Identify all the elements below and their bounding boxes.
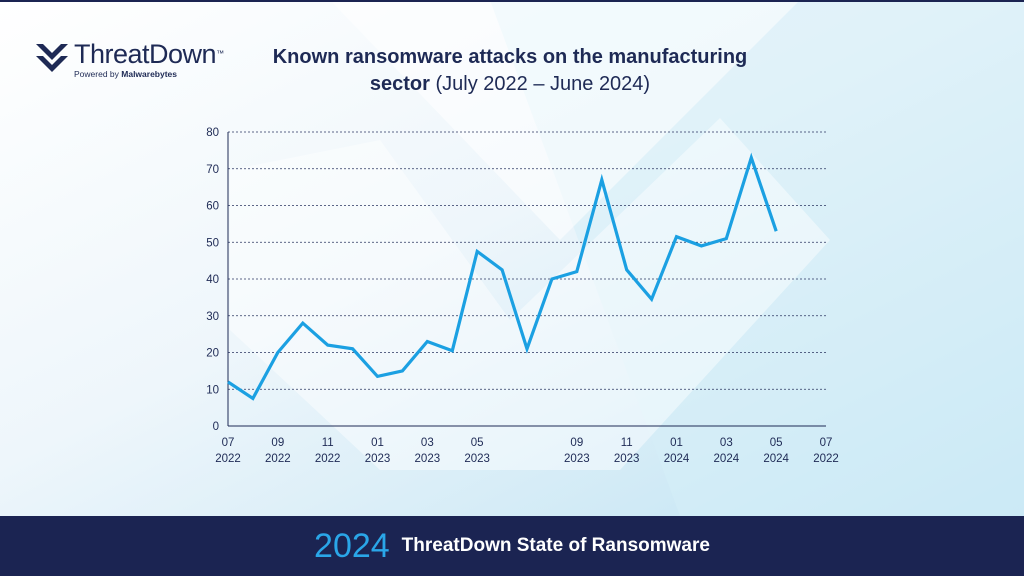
x-tick-year: 2022 — [215, 453, 241, 465]
y-tick-label: 40 — [206, 274, 219, 286]
x-tick-month: 05 — [770, 437, 783, 449]
y-tick-label: 50 — [206, 237, 219, 249]
x-tick-month: 01 — [371, 437, 384, 449]
chart-title-main: Known ransomware attacks on the manufact… — [272, 46, 748, 95]
powered-by-text: Powered by Malwarebytes — [74, 69, 178, 79]
y-axis-ticks: 0 10 20 30 40 50 60 70 80 — [206, 127, 219, 433]
x-tick-month: 11 — [322, 437, 334, 449]
x-tick-year: 2023 — [564, 453, 590, 465]
brand-name: ThreatDown™ — [74, 39, 224, 69]
x-tick-month: 09 — [570, 437, 583, 449]
x-tick-month: 03 — [720, 437, 733, 449]
x-tick-month: 11 — [621, 437, 633, 449]
x-tick-year: 2023 — [464, 453, 490, 465]
x-tick-month: 03 — [421, 437, 434, 449]
x-tick-year: 2023 — [365, 453, 391, 465]
y-tick-label: 20 — [206, 348, 219, 360]
x-tick-year: 2022 — [265, 453, 291, 465]
y-tick-label: 60 — [206, 201, 219, 213]
footer-banner: 2024 ThreatDown State of Ransomware — [0, 516, 1024, 576]
x-tick-month: 05 — [471, 437, 484, 449]
y-tick-label: 70 — [206, 164, 219, 176]
double-chevron-down-icon — [36, 44, 68, 72]
y-tick-label: 0 — [213, 421, 219, 433]
chart-subtitle: (July 2022 – June 2024) — [435, 73, 651, 95]
series-line — [227, 152, 778, 401]
series-layer — [227, 152, 778, 401]
x-tick-year: 2024 — [664, 453, 690, 465]
x-axis-ticks: 07 2022 09 2022 11 2022 01 2023 03 2023 05 2023 09 20… — [215, 437, 839, 465]
y-tick-label: 80 — [206, 127, 219, 139]
y-tick-label: 30 — [206, 311, 219, 323]
axes — [227, 132, 826, 427]
x-tick-year: 2024 — [714, 453, 740, 465]
y-tick-label: 10 — [206, 384, 219, 396]
x-tick-month: 09 — [271, 437, 284, 449]
x-tick-year: 2024 — [763, 453, 789, 465]
chart-title: Known ransomware attacks on the manufact… — [250, 44, 770, 98]
x-tick-year: 2023 — [614, 453, 640, 465]
footer-title: ThreatDown State of Ransomware — [401, 535, 710, 556]
threatdown-logo: ThreatDown™ Powered by Malwarebytes — [36, 40, 224, 79]
x-tick-year: 2022 — [315, 453, 341, 465]
x-tick-month: 01 — [670, 437, 683, 449]
x-tick-year: 2022 — [813, 453, 839, 465]
footer-year: 2024 — [314, 526, 390, 565]
x-tick-month: 07 — [222, 437, 235, 449]
x-tick-month: 07 — [820, 437, 833, 449]
x-tick-year: 2023 — [415, 453, 441, 465]
